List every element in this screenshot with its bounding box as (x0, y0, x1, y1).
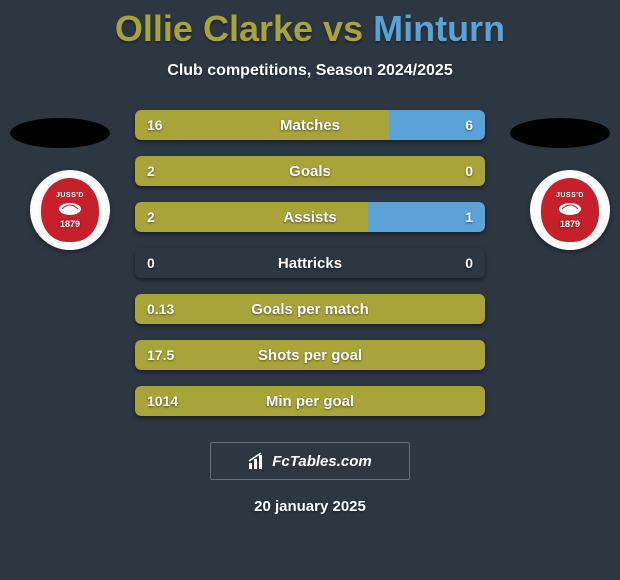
bird-icon (56, 199, 84, 217)
stat-label: Hattricks (135, 248, 485, 278)
stat-row: 20Goals (135, 156, 485, 186)
watermark: FcTables.com (210, 442, 410, 480)
player-crest-right: JUSS'D 1879 (530, 170, 610, 250)
club-shield-left: JUSS'D 1879 (41, 178, 99, 242)
stat-row: 17.5Shots per goal (135, 340, 485, 370)
title-left: Ollie Clarke (115, 8, 313, 49)
crest-year-right: 1879 (558, 219, 582, 229)
club-shield-right: JUSS'D 1879 (541, 178, 599, 242)
shadow-left (10, 118, 110, 148)
stat-label: Goals (135, 156, 485, 186)
page-title: Ollie Clarke vs Minturn (0, 0, 620, 50)
stat-label: Matches (135, 110, 485, 140)
title-vs: vs (323, 8, 373, 49)
chart-icon (248, 452, 266, 470)
watermark-text: FcTables.com (272, 453, 371, 470)
player-crest-left: JUSS'D 1879 (30, 170, 110, 250)
footer-date: 20 january 2025 (0, 498, 620, 515)
stat-label: Assists (135, 202, 485, 232)
stat-label: Min per goal (135, 386, 485, 416)
stat-row: 1014Min per goal (135, 386, 485, 416)
crest-arc-right: JUSS'D (556, 192, 584, 199)
title-right: Minturn (373, 8, 505, 49)
stat-bars: 166Matches 20Goals 21Assists 00Hattricks 0.1… (135, 110, 485, 416)
stat-row: 0.13Goals per match (135, 294, 485, 324)
crest-arc-left: JUSS'D (56, 192, 84, 199)
stat-row: 21Assists (135, 202, 485, 232)
shadow-right (510, 118, 610, 148)
bird-icon (556, 199, 584, 217)
stat-label: Goals per match (135, 294, 485, 324)
stat-label: Shots per goal (135, 340, 485, 370)
comparison-content: JUSS'D 1879 JUSS'D 1879 166Matches 20Goal… (0, 110, 620, 416)
crest-year-left: 1879 (58, 219, 82, 229)
stat-row: 166Matches (135, 110, 485, 140)
subtitle: Club competitions, Season 2024/2025 (0, 62, 620, 80)
stat-row: 00Hattricks (135, 248, 485, 278)
